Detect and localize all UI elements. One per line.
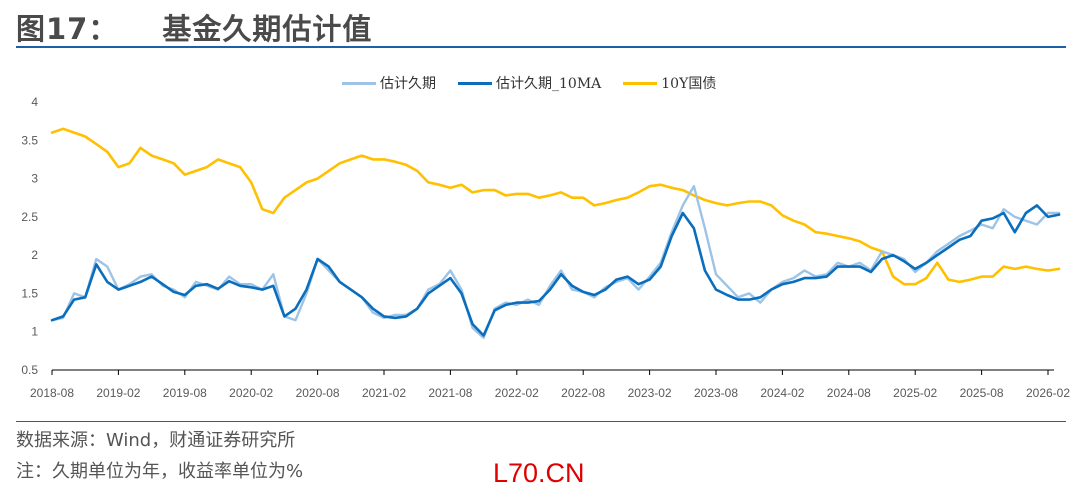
x-tick-label: 2024-08	[827, 386, 871, 400]
legend-item-10y: 10Y国债	[623, 73, 716, 93]
y-tick-label: 0.5	[21, 363, 38, 377]
y-tick-label: 2.5	[21, 210, 38, 224]
x-tick-label: 2019-08	[163, 386, 207, 400]
chart-legend: 估计久期 估计久期_10MA 10Y国债	[342, 73, 738, 93]
x-tick-label: 2024-02	[760, 386, 804, 400]
figure-number: 图17：	[16, 12, 119, 46]
x-tick-label: 2022-08	[561, 386, 605, 400]
figure-title-text: 基金久期估计值	[162, 12, 373, 46]
x-tick-label: 2025-02	[893, 386, 937, 400]
x-tick-label: 2025-08	[960, 386, 1004, 400]
y-axis: 4 3.5 3 2.5 2 1.5 1 0.5	[21, 95, 38, 377]
y-tick-label: 1.5	[21, 286, 38, 300]
legend-swatch-10y	[623, 81, 658, 85]
x-tick-label: 2021-08	[428, 386, 472, 400]
legend-swatch-ma	[458, 81, 492, 85]
legend-item-raw: 估计久期	[342, 73, 436, 93]
series-group	[50, 127, 1061, 339]
series-line-estimated-duration	[50, 184, 1061, 339]
line-chart: 43.532.521.510.5 2018-08 2019-02 2019-08 20…	[21, 95, 1070, 400]
x-tick-label: 2018-08	[30, 386, 74, 400]
legend-swatch-raw	[342, 81, 376, 85]
y-tick-label: 4	[31, 95, 38, 109]
y-tick-label: 3.5	[21, 133, 38, 147]
legend-label-10y: 10Y国债	[661, 76, 717, 92]
x-tick-label: 2020-02	[229, 386, 273, 400]
y-tick-label: 3	[31, 172, 38, 186]
series-line-10y-treasury	[50, 127, 1061, 286]
x-tick-label: 2026-02	[1026, 386, 1070, 400]
figure-title: 图17： 基金久期估计值	[16, 6, 372, 48]
y-tick-label: 1	[31, 325, 38, 339]
x-tick-label: 2019-02	[96, 386, 140, 400]
x-axis: 2018-08 2019-02 2019-08 2020-02 2020-08 2021-…	[30, 369, 1070, 400]
series-line-duration-10ma	[50, 204, 1061, 337]
legend-label-ma: 估计久期_10MA	[496, 76, 602, 92]
x-tick-label: 2021-02	[362, 386, 406, 400]
x-tick-label: 2023-08	[694, 386, 738, 400]
chart-note: 注：久期单位为年，收益率单位为%	[16, 461, 304, 482]
y-tick-label: 2	[31, 248, 38, 262]
x-tick-label: 2020-08	[296, 386, 340, 400]
footer-divider	[16, 421, 1066, 422]
x-tick-label: 2023-02	[628, 386, 672, 400]
data-source: 数据来源：Wind，财通证券研究所	[16, 430, 296, 451]
watermark: L70.CN	[493, 458, 585, 488]
title-divider	[16, 46, 1066, 48]
x-tick-label: 2022-02	[495, 386, 539, 400]
legend-label-raw: 估计久期	[380, 76, 436, 92]
legend-item-ma: 估计久期_10MA	[458, 73, 601, 93]
